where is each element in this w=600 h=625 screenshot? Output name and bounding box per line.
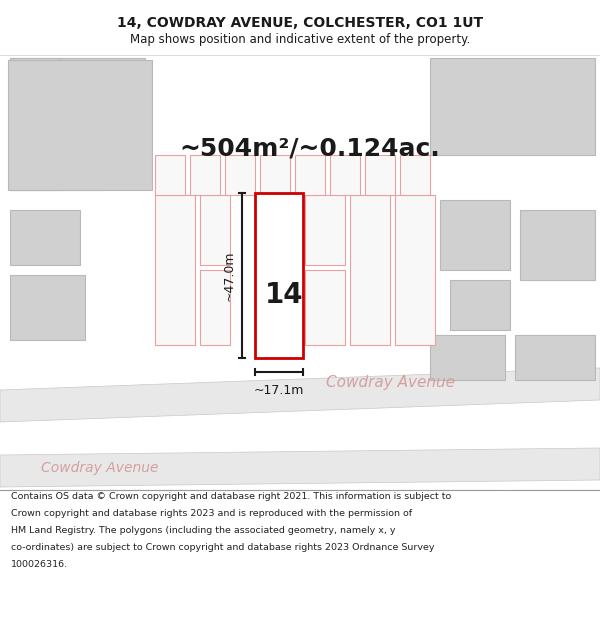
Bar	[155, 155, 185, 195]
Bar	[225, 155, 255, 195]
Text: 14, COWDRAY AVENUE, COLCHESTER, CO1 1UT: 14, COWDRAY AVENUE, COLCHESTER, CO1 1UT	[117, 16, 483, 30]
Bar	[330, 155, 360, 195]
Text: 100026316.: 100026316.	[11, 560, 68, 569]
Bar	[350, 195, 390, 345]
Text: Map shows position and indicative extent of the property.: Map shows position and indicative extent…	[130, 33, 470, 46]
Bar	[8, 60, 152, 190]
Bar	[280, 490, 390, 545]
Bar	[190, 155, 220, 195]
Bar	[120, 490, 220, 545]
Bar	[10, 275, 85, 340]
Text: Cowdray Avenue: Cowdray Avenue	[325, 376, 455, 391]
Polygon shape	[0, 448, 600, 487]
Bar	[295, 155, 325, 195]
Bar	[305, 270, 345, 345]
Bar	[400, 155, 430, 195]
Text: ~17.1m: ~17.1m	[254, 384, 304, 397]
Bar	[200, 195, 230, 265]
Text: Cowdray Avenue: Cowdray Avenue	[41, 461, 159, 475]
Text: ~47.0m: ~47.0m	[223, 250, 235, 301]
Bar	[10, 145, 100, 190]
Bar	[155, 195, 195, 345]
Text: Contains OS data © Crown copyright and database right 2021. This information is : Contains OS data © Crown copyright and d…	[11, 492, 451, 501]
Bar	[365, 155, 395, 195]
Text: HM Land Registry. The polygons (including the associated geometry, namely x, y: HM Land Registry. The polygons (includin…	[11, 526, 395, 535]
Bar	[450, 280, 510, 330]
Text: co-ordinates) are subject to Crown copyright and database rights 2023 Ordnance S: co-ordinates) are subject to Crown copyr…	[11, 543, 434, 552]
Bar	[255, 193, 303, 358]
Bar	[430, 58, 595, 155]
Bar	[430, 335, 505, 380]
Bar	[200, 270, 230, 345]
Bar	[305, 195, 345, 265]
Bar	[10, 490, 100, 545]
Text: 14: 14	[265, 281, 303, 309]
Text: Crown copyright and database rights 2023 and is reproduced with the permission o: Crown copyright and database rights 2023…	[11, 509, 412, 518]
Polygon shape	[0, 368, 600, 422]
Text: ~504m²/~0.124ac.: ~504m²/~0.124ac.	[179, 136, 440, 160]
Bar	[400, 490, 500, 545]
Bar	[10, 210, 80, 265]
Bar	[10, 58, 145, 145]
Bar	[520, 210, 595, 280]
Bar	[395, 195, 435, 345]
Bar	[510, 490, 600, 545]
Bar	[10, 58, 60, 190]
Bar	[260, 155, 290, 195]
Bar	[440, 200, 510, 270]
Bar	[515, 335, 595, 380]
